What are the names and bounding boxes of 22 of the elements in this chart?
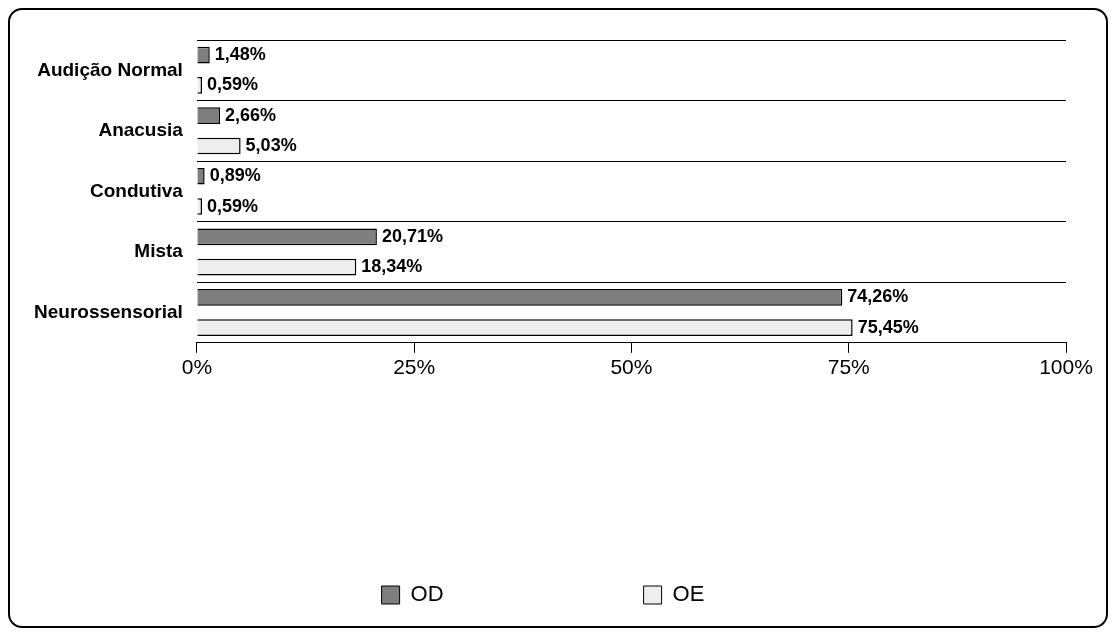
data-label: 18,34% [361,256,423,277]
x-tick-label: 25% [393,355,436,379]
y-tick-label: Anacusia [98,119,184,141]
data-label: 2,66% [225,104,277,125]
data-label: 20,71% [381,225,443,246]
data-label: 1,48% [214,44,266,65]
x-tick-label: 75% [827,355,870,379]
legend-label: OD [410,581,444,607]
y-tick-label: Mista [134,240,184,262]
legend-label: OE [672,581,705,607]
data-label: 75,45% [857,316,919,337]
data-label: 74,26% [847,286,909,307]
x-tick-label: 0% [181,355,213,379]
y-tick-label: Condutiva [90,179,184,201]
data-label: 0,59% [207,74,259,95]
data-label: 0,59% [207,195,259,216]
x-tick-label: 100% [1039,355,1093,379]
data-label: 5,03% [245,134,297,155]
y-tick-label: Neurossensorial [33,300,183,322]
data-label: 0,89% [209,165,261,186]
x-tick-label: 50% [610,355,653,379]
y-tick-label: Audição Normal [37,58,183,80]
